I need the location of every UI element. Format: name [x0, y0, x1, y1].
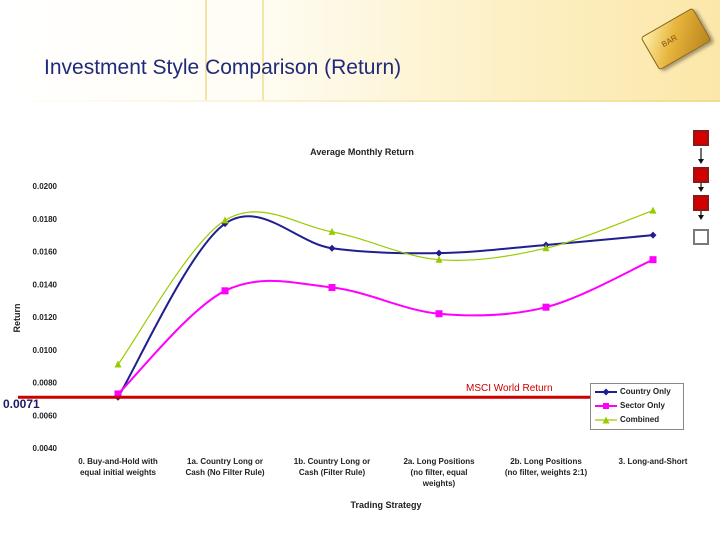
slide-title: Investment Style Comparison (Return): [44, 56, 402, 79]
legend-swatch-country: [595, 388, 617, 396]
x-tick-label-line: 3. Long-and-Short: [619, 457, 688, 466]
y-tick-label: 0.0060: [33, 411, 58, 420]
x-axis-label: Trading Strategy: [350, 500, 421, 510]
y-tick-label: 0.0140: [33, 280, 58, 289]
nav-step-4-button[interactable]: [693, 229, 709, 245]
data-point-marker: [435, 255, 443, 263]
data-point-marker: [221, 287, 229, 295]
x-tick-label-line: Cash (No Filter Rule): [185, 468, 264, 477]
reference-value-label: 0.0071: [3, 397, 40, 411]
legend-label-country: Country Only: [620, 387, 671, 396]
x-tick-label-line: 2a. Long Positions: [403, 457, 475, 466]
line-chart: Average Monthly Return Return Trading St…: [12, 147, 688, 510]
gold-bar-stamp: BAR: [660, 33, 679, 50]
series-line-2: [117, 258, 654, 395]
x-tick-label: 2b. Long Positions (no filter, weights 2:…: [505, 457, 588, 477]
nav-step-1-button[interactable]: [693, 130, 709, 146]
data-point-marker: [435, 310, 443, 318]
y-axis-label: Return: [12, 304, 22, 333]
y-tick-label: 0.0120: [33, 313, 58, 322]
x-tick-label: 0. Buy-and-Hold with equal initial weight…: [78, 457, 158, 477]
data-point-marker: [542, 244, 550, 252]
data-point-marker: [435, 249, 443, 257]
x-tick-label-line: 0. Buy-and-Hold with: [78, 457, 158, 466]
y-tick-label: 0.0100: [33, 346, 58, 355]
chart-title: Average Monthly Return: [310, 147, 414, 157]
y-tick-label: 0.0160: [33, 248, 58, 257]
data-point-marker: [221, 216, 229, 224]
data-point-marker: [328, 284, 336, 292]
x-tick-label-line: 1a. Country Long or: [187, 457, 263, 466]
reference-line-label: MSCI World Return: [466, 383, 553, 394]
data-point-marker: [114, 360, 122, 368]
x-tick-label: 2a. Long Positions (no filter, equal weigh…: [403, 457, 475, 488]
data-point-marker: [542, 303, 550, 311]
legend-item-combined: Combined: [595, 415, 659, 424]
data-point-marker: [328, 227, 336, 235]
legend-item-sector: Sector Only: [595, 401, 665, 410]
y-tick-label: 0.0040: [33, 444, 58, 453]
data-point-marker: [328, 244, 336, 252]
y-tick-label: 0.0200: [33, 182, 58, 191]
series-line-3: [117, 209, 654, 365]
x-tick-label-line: 2b. Long Positions: [510, 457, 582, 466]
navigation-arrows: [688, 128, 718, 253]
x-tick-label: 1a. Country Long or Cash (No Filter Rule): [185, 457, 264, 477]
legend-label-sector: Sector Only: [620, 401, 665, 410]
x-tick-label-line: (no filter, equal: [411, 468, 468, 477]
y-tick-label: 0.0180: [33, 215, 58, 224]
y-tick-label: 0.0080: [33, 379, 58, 388]
legend-swatch-sector: [595, 402, 617, 409]
legend-item-country: Country Only: [595, 387, 671, 396]
x-tick-label-line: equal initial weights: [80, 468, 157, 477]
header-divider: [205, 0, 207, 100]
data-point-marker: [114, 390, 122, 398]
x-tick-label-line: Cash (Filter Rule): [299, 468, 366, 477]
x-tick-label-line: (no filter, weights 2:1): [505, 468, 588, 477]
legend-swatch-combined: [595, 416, 617, 424]
data-point-marker: [649, 231, 657, 239]
header-underline: [0, 100, 720, 102]
data-point-marker: [649, 206, 657, 214]
nav-step-2-button[interactable]: [693, 167, 709, 183]
nav-step-3-button[interactable]: [693, 195, 709, 211]
chart-legend: Country Only Sector Only Combined: [590, 383, 684, 430]
header-divider: [262, 0, 264, 100]
header-band: [0, 0, 720, 100]
x-tick-label-line: 1b. Country Long or: [294, 457, 370, 466]
x-tick-label: 1b. Country Long or Cash (Filter Rule): [294, 457, 370, 477]
series-line-1: [117, 215, 654, 398]
legend-label-combined: Combined: [620, 415, 660, 424]
x-tick-label-line: weights): [422, 479, 456, 488]
data-point-marker: [649, 256, 657, 264]
x-tick-label: 3. Long-and-Short: [619, 457, 688, 466]
